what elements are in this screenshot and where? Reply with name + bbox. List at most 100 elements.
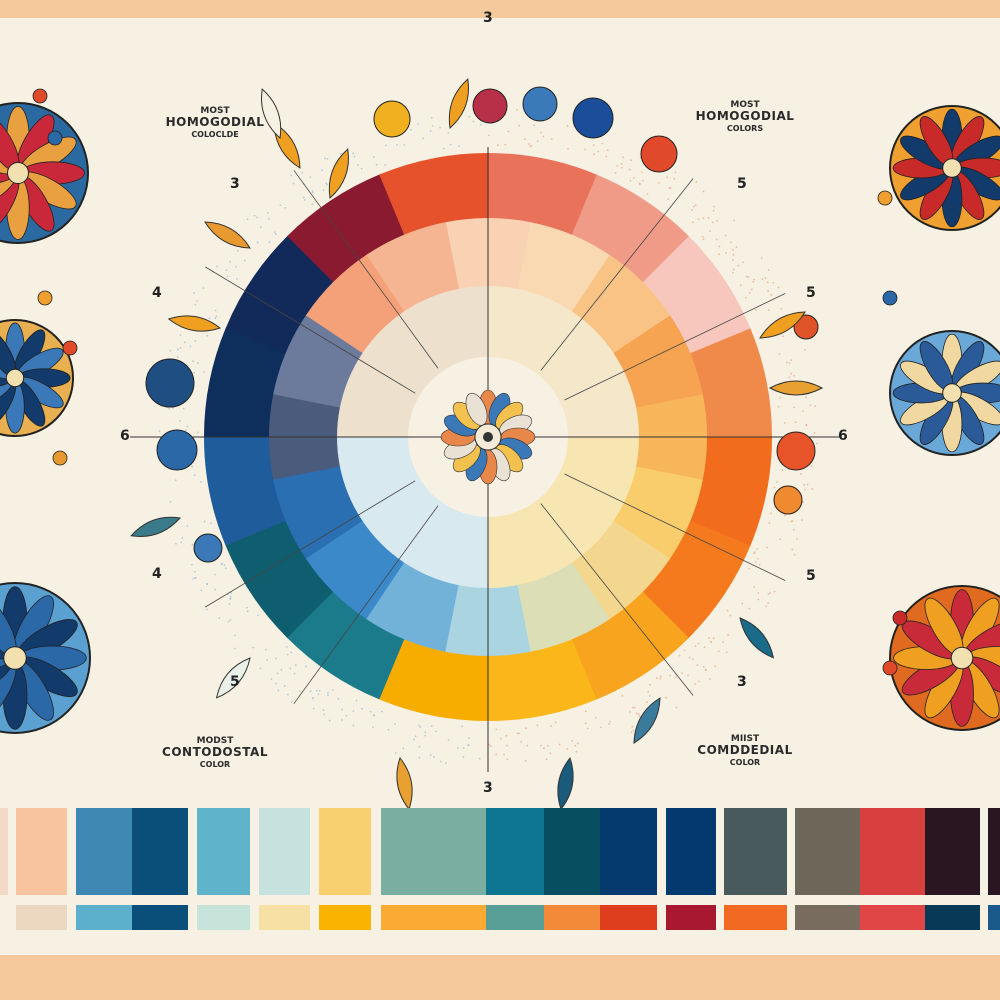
label-line: COLOR [680,758,810,767]
halo-dot [322,189,324,191]
halo-dot [195,304,197,306]
decorative-dot [523,87,557,121]
halo-dot [410,129,412,131]
halo-dot [467,744,469,746]
halo-dot [639,715,641,717]
leaf-icon [770,381,822,395]
swatch-bottom [925,905,980,930]
medallion-center [4,647,27,670]
swatch-top [132,808,188,895]
halo-dot [779,397,781,399]
halo-dot [768,309,770,311]
halo-dot [226,269,228,271]
halo-dot [430,754,432,756]
halo-dot [287,694,289,696]
halo-dot [759,564,761,566]
halo-dot [518,125,520,127]
halo-dot [776,481,778,483]
halo-dot [695,204,697,206]
halo-dot [463,747,465,749]
halo-dot [616,165,618,167]
halo-dot [748,568,750,570]
halo-dot [197,362,199,364]
halo-dot [480,124,482,126]
halo-dot [204,521,206,523]
halo-dot [505,735,507,737]
halo-dot [621,695,623,697]
halo-dot [246,607,248,609]
halo-dot [394,723,396,725]
decorative-dot [883,291,897,305]
halo-dot [435,731,437,733]
halo-dot [574,745,576,747]
halo-dot [372,726,374,728]
decorative-dot [473,89,507,123]
halo-dot [765,277,767,279]
decorative-dot [883,661,897,675]
halo-dot [183,408,185,410]
halo-dot [593,153,595,155]
halo-dot [784,514,786,516]
halo-dot [518,733,520,735]
halo-dot [746,276,748,278]
halo-dot [722,641,724,643]
halo-dot [585,710,587,712]
halo-dot [361,168,363,170]
halo-dot [814,405,816,407]
halo-dot [236,278,238,280]
halo-dot [214,589,216,591]
halo-dot [526,745,528,747]
halo-dot [732,272,734,274]
halo-dot [537,724,539,726]
halo-dot [525,727,527,729]
halo-dot [630,159,632,161]
halo-dot [269,241,271,243]
halo-dot [184,341,186,343]
halo-dot [782,335,784,337]
halo-dot [215,315,217,317]
label-line: HOMOGODIAL [160,116,270,130]
halo-dot [778,406,780,408]
swatch-bottom [132,905,188,930]
halo-dot [203,287,205,289]
halo-dot [327,158,329,160]
halo-dot [468,116,470,118]
swatch-top [795,808,860,895]
halo-dot [445,762,447,764]
halo-dot [769,592,771,594]
halo-dot [180,334,182,336]
halo-dot [402,747,404,749]
halo-dot [361,708,363,710]
halo-dot [709,678,711,680]
halo-dot [740,284,742,286]
halo-dot [709,230,711,232]
halo-dot [733,219,735,221]
decorative-dot [33,89,47,103]
halo-dot [575,751,577,753]
halo-dot [571,740,573,742]
side-panel-medallion [890,586,1000,730]
halo-dot [295,664,297,666]
halo-dot [691,209,693,211]
halo-dot [718,650,720,652]
halo-dot [291,701,293,703]
halo-dot [774,486,776,488]
number-left: 4 [152,285,162,301]
halo-dot [712,222,714,224]
halo-dot [736,246,738,248]
halo-dot [793,406,795,408]
halo-dot [660,676,662,678]
halo-dot [727,634,729,636]
halo-dot [770,513,772,515]
halo-dot [457,747,459,749]
halo-dot [312,190,314,192]
halo-dot [194,577,196,579]
leaf-icon [168,312,222,335]
halo-dot [203,371,205,373]
halo-dot [669,675,671,677]
halo-dot [749,292,751,294]
halo-dot [520,741,522,743]
halo-dot [658,182,660,184]
halo-dot [802,410,804,412]
halo-dot [791,520,793,522]
